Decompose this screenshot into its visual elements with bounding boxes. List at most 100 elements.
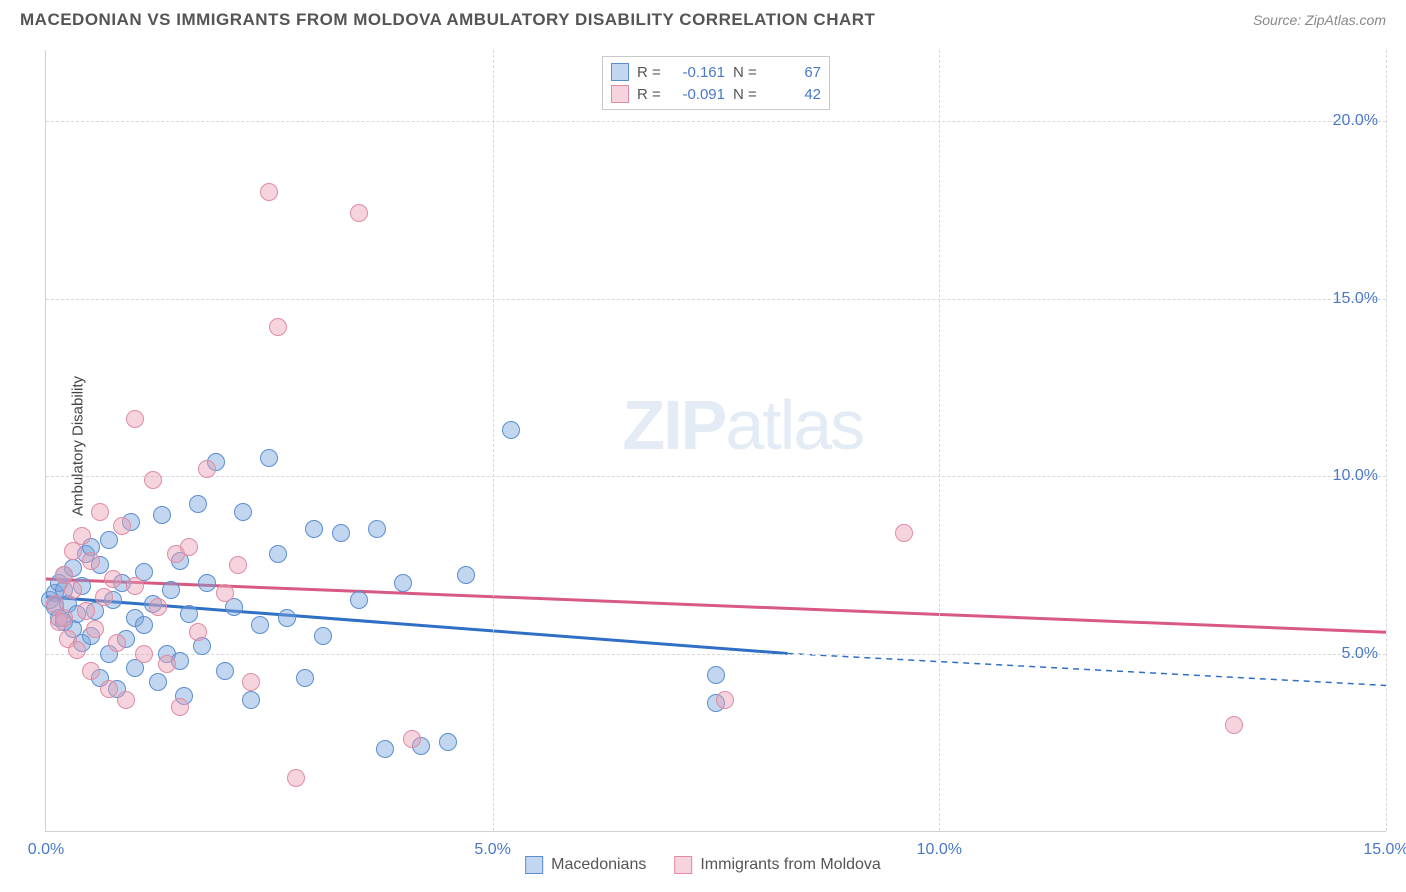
legend-label-1: Macedonians (551, 856, 646, 874)
n-value-1: 67 (771, 64, 821, 81)
data-point (332, 524, 350, 542)
data-point (113, 517, 131, 535)
data-point (100, 531, 118, 549)
watermark-rest: atlas (725, 386, 863, 464)
r-value-2: -0.091 (675, 86, 725, 103)
data-point (229, 556, 247, 574)
correlation-row-1: R = -0.161 N = 67 (611, 61, 821, 83)
data-point (126, 410, 144, 428)
legend-item-2: Immigrants from Moldova (674, 856, 881, 874)
swatch-series1-b (525, 856, 543, 874)
data-point (149, 673, 167, 691)
data-point (242, 691, 260, 709)
n-value-2: 42 (771, 86, 821, 103)
data-point (368, 520, 386, 538)
data-point (895, 524, 913, 542)
data-point (314, 627, 332, 645)
chart-title: MACEDONIAN VS IMMIGRANTS FROM MOLDOVA AM… (20, 10, 875, 30)
data-point (502, 421, 520, 439)
swatch-series2-b (674, 856, 692, 874)
data-point (242, 673, 260, 691)
legend-label-2: Immigrants from Moldova (700, 856, 881, 874)
x-gridline (493, 50, 494, 831)
y-tick-label: 5.0% (1342, 645, 1378, 663)
data-point (153, 506, 171, 524)
x-tick-label: 5.0% (474, 841, 510, 859)
data-point (162, 581, 180, 599)
series-legend: Macedonians Immigrants from Moldova (525, 856, 881, 874)
data-point (100, 680, 118, 698)
n-label-2: N = (733, 86, 763, 103)
data-point (439, 733, 457, 751)
data-point (251, 616, 269, 634)
data-point (158, 655, 176, 673)
r-label-2: R = (637, 86, 667, 103)
data-point (117, 691, 135, 709)
data-point (144, 471, 162, 489)
data-point (278, 609, 296, 627)
r-value-1: -0.161 (675, 64, 725, 81)
data-point (216, 662, 234, 680)
data-point (68, 641, 86, 659)
data-point (216, 584, 234, 602)
data-point (403, 730, 421, 748)
data-point (77, 602, 95, 620)
data-point (91, 503, 109, 521)
data-point (64, 581, 82, 599)
data-point (296, 669, 314, 687)
data-point (126, 577, 144, 595)
data-point (73, 527, 91, 545)
data-point (198, 460, 216, 478)
data-point (350, 591, 368, 609)
data-point (104, 570, 122, 588)
y-tick-label: 10.0% (1333, 467, 1378, 485)
x-tick-label: 10.0% (917, 841, 962, 859)
swatch-series1 (611, 63, 629, 81)
data-point (394, 574, 412, 592)
chart-area: ZIPatlas R = -0.161 N = 67 R = -0.091 N … (45, 50, 1386, 832)
data-point (269, 318, 287, 336)
x-gridline (1386, 50, 1387, 831)
x-tick-label: 15.0% (1363, 841, 1406, 859)
data-point (260, 183, 278, 201)
watermark: ZIPatlas (622, 385, 863, 465)
data-point (180, 605, 198, 623)
data-point (149, 598, 167, 616)
data-point (189, 495, 207, 513)
data-point (269, 545, 287, 563)
data-point (82, 552, 100, 570)
n-label-1: N = (733, 64, 763, 81)
data-point (305, 520, 323, 538)
x-gridline (939, 50, 940, 831)
data-point (287, 769, 305, 787)
r-label-1: R = (637, 64, 667, 81)
data-point (376, 740, 394, 758)
data-point (1225, 716, 1243, 734)
correlation-legend: R = -0.161 N = 67 R = -0.091 N = 42 (602, 56, 830, 110)
swatch-series2 (611, 85, 629, 103)
data-point (198, 574, 216, 592)
data-point (95, 588, 113, 606)
y-tick-label: 20.0% (1333, 112, 1378, 130)
x-tick-label: 0.0% (28, 841, 64, 859)
data-point (108, 634, 126, 652)
data-point (707, 666, 725, 684)
data-point (189, 623, 207, 641)
trend-lines (46, 50, 1386, 831)
data-point (180, 538, 198, 556)
data-point (86, 620, 104, 638)
data-point (260, 449, 278, 467)
source-label: Source: (1253, 12, 1305, 28)
y-gridline (46, 476, 1386, 477)
data-point (716, 691, 734, 709)
y-tick-label: 15.0% (1333, 290, 1378, 308)
y-gridline (46, 121, 1386, 122)
watermark-bold: ZIP (622, 386, 725, 464)
legend-item-1: Macedonians (525, 856, 646, 874)
data-point (457, 566, 475, 584)
y-gridline (46, 654, 1386, 655)
source-name: ZipAtlas.com (1305, 12, 1386, 28)
data-point (135, 616, 153, 634)
y-gridline (46, 299, 1386, 300)
data-point (171, 698, 189, 716)
